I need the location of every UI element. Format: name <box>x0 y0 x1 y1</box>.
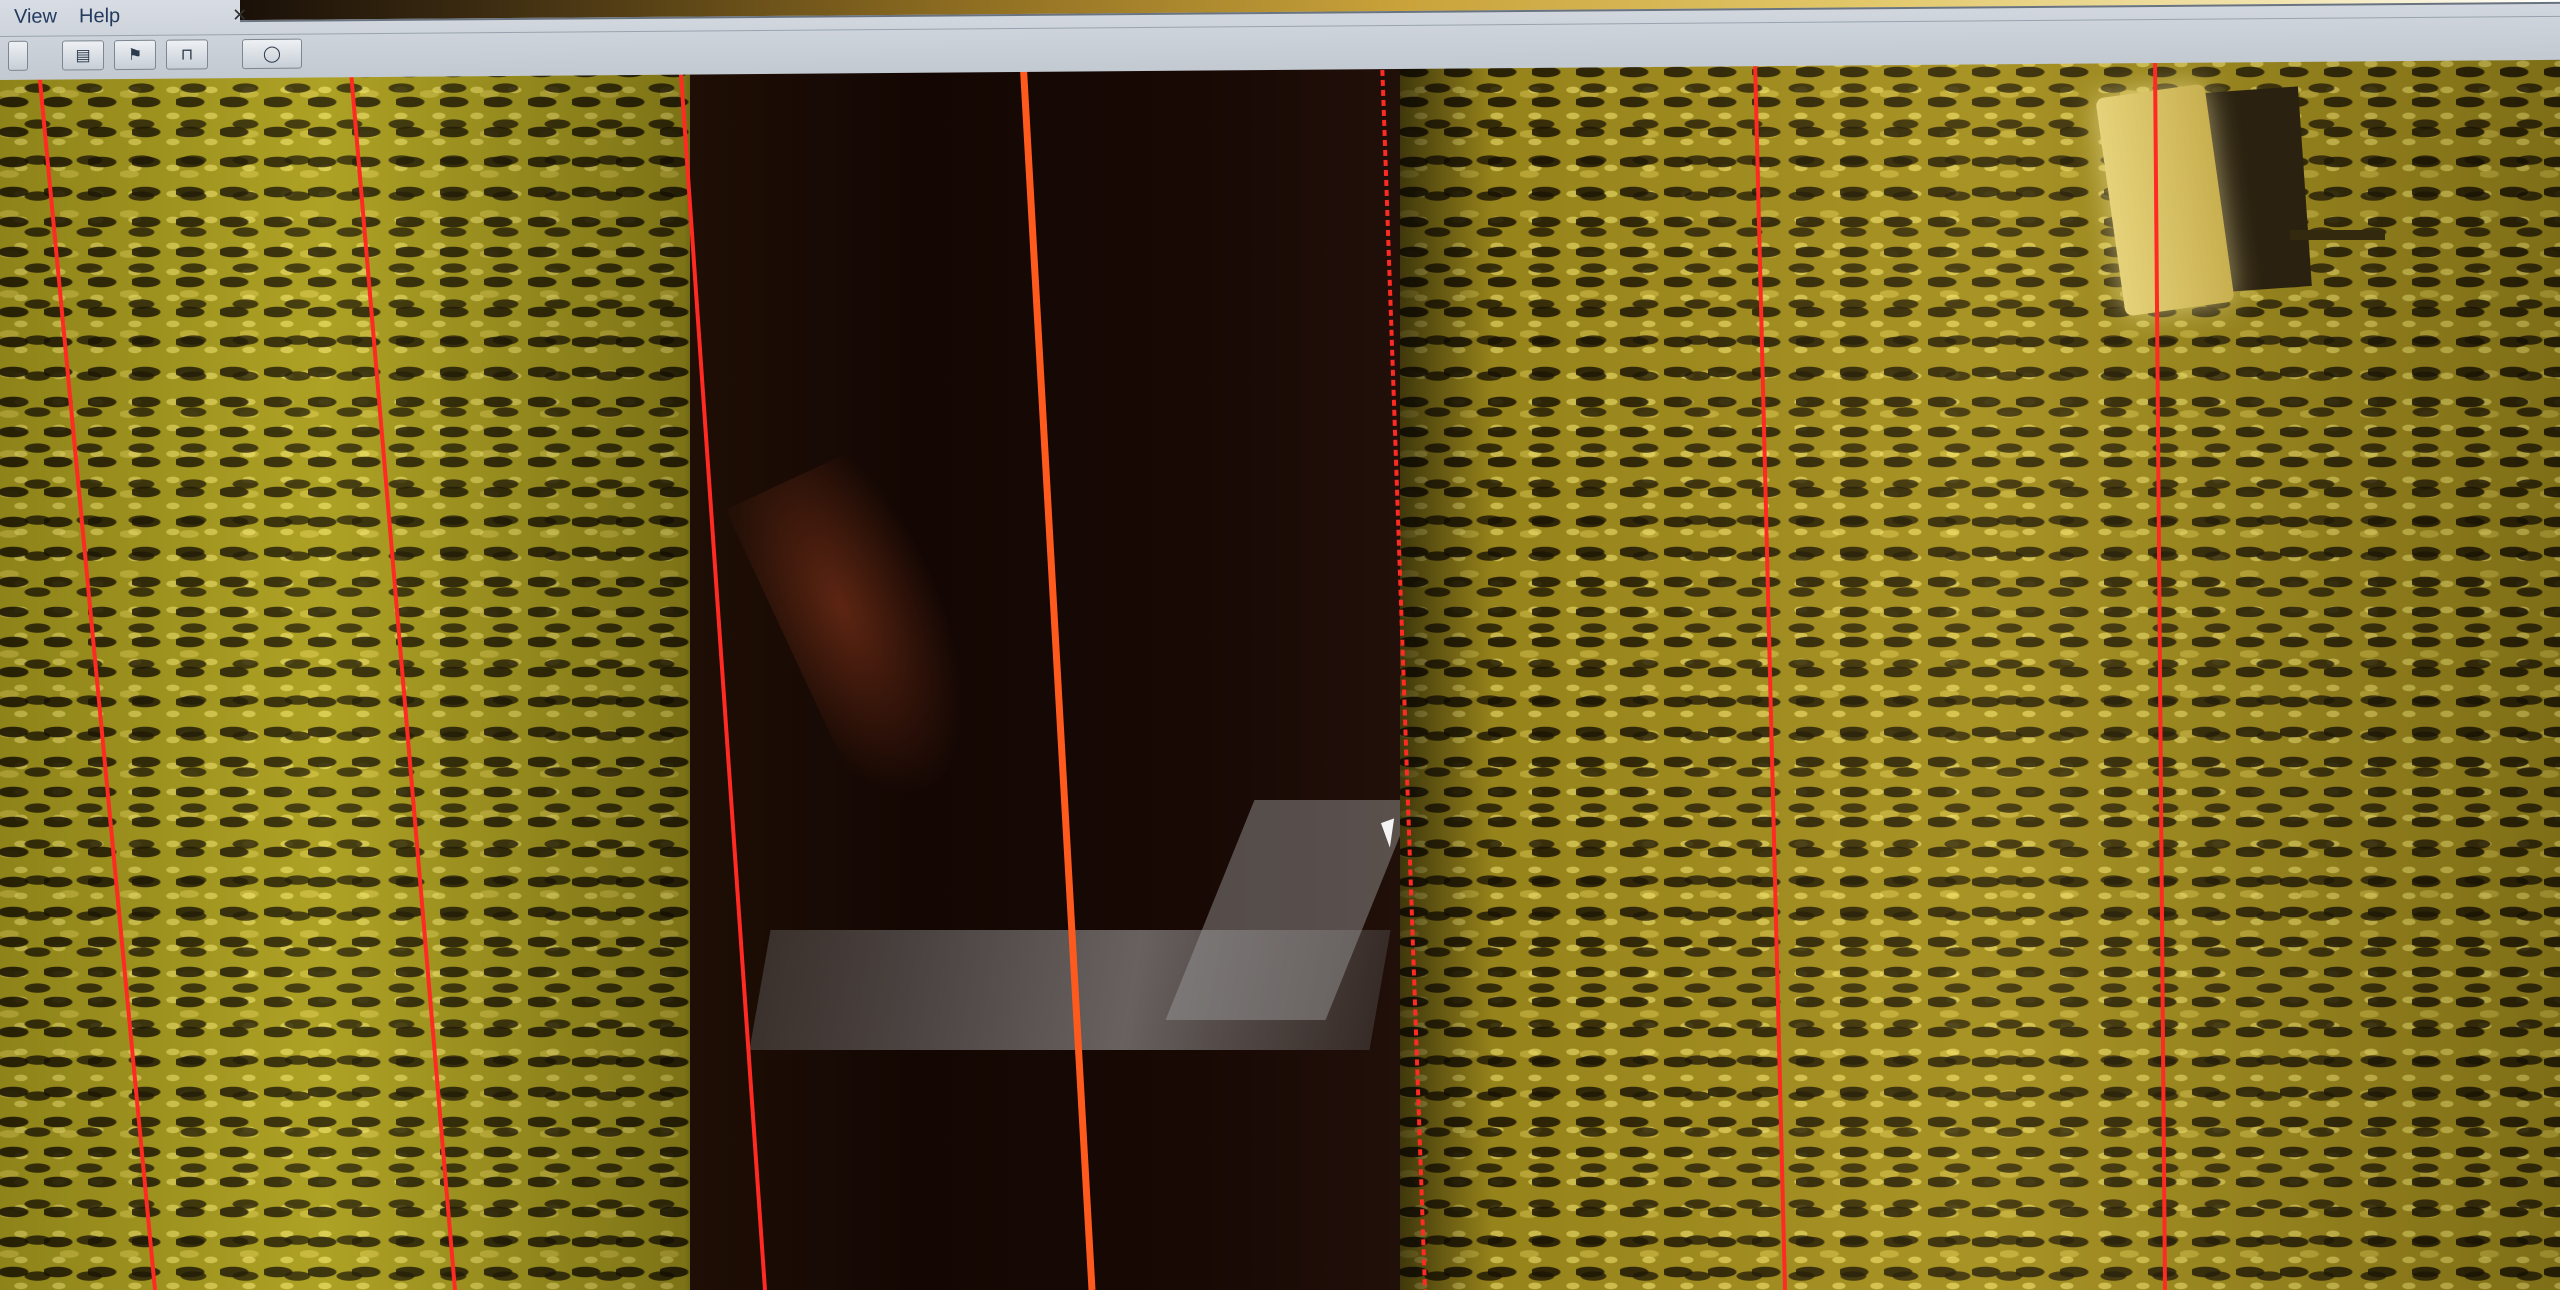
close-icon[interactable]: ✕ <box>232 4 248 25</box>
port-seabed-swath[interactable] <box>0 60 720 1290</box>
sonar-target-object[interactable] <box>2095 70 2385 320</box>
range-line <box>348 60 457 1290</box>
range-line <box>2153 60 2167 1290</box>
bottom-track-line <box>1380 60 1427 1290</box>
starboard-seabed-swath[interactable] <box>1400 60 2560 1290</box>
marker-icon[interactable]: ⊓ <box>166 39 208 70</box>
zoom-icon[interactable]: ◯ <box>242 38 302 70</box>
range-line <box>36 60 157 1290</box>
menu-help[interactable]: Help <box>79 4 121 27</box>
sonar-display[interactable] <box>0 60 2560 1290</box>
print-icon[interactable]: ▤ <box>62 40 104 71</box>
range-line <box>678 60 767 1290</box>
range-line <box>1753 60 1787 1290</box>
range-line-overlay <box>36 60 2167 1290</box>
target-shadow-arm <box>2290 230 2385 240</box>
center-line <box>1019 60 1096 1290</box>
toolbar-edge-button[interactable] <box>8 40 28 71</box>
menu-view[interactable]: View <box>14 5 57 28</box>
flag-icon[interactable]: ⚑ <box>114 39 156 71</box>
